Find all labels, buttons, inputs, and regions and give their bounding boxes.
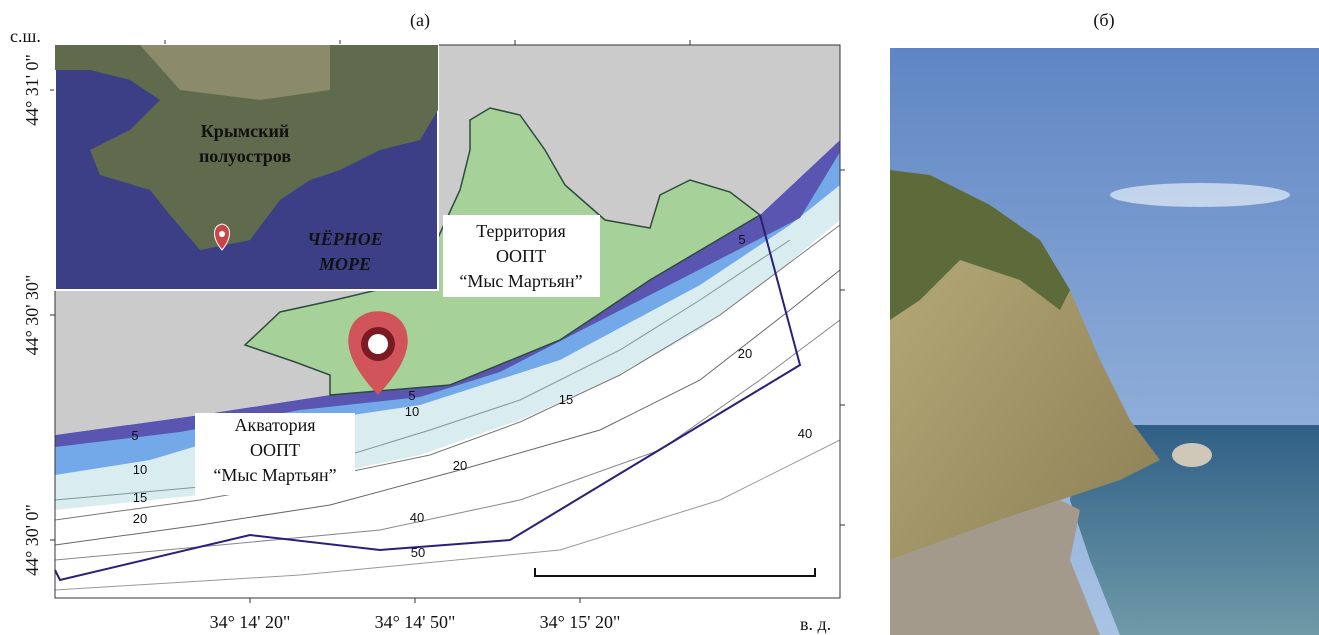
location-marker-dot — [368, 334, 388, 354]
depth-label: 15 — [559, 392, 573, 407]
depth-label: 40 — [798, 426, 812, 441]
depth-label: 20 — [133, 511, 147, 526]
lon-label: 34° 14' 50" — [375, 612, 456, 632]
photo-cloud — [1110, 183, 1290, 207]
depth-label: 10 — [133, 462, 147, 477]
inset-sea-line: ЧЁРНОЕ — [307, 229, 382, 249]
panel-label: (б) — [1093, 10, 1114, 31]
inset-peninsula-line: полуостров — [199, 146, 291, 166]
territory-label-line: “Мыс Мартьян” — [459, 271, 582, 291]
inset-sea-line: МОРЕ — [318, 254, 371, 274]
lat-unit: с.ш. — [10, 26, 41, 46]
depth-label: 5 — [738, 232, 745, 247]
depth-label: 10 — [405, 404, 419, 419]
depth-label: 5 — [408, 388, 415, 403]
territory-label-line: ООПТ — [496, 246, 546, 266]
depth-label: 50 — [411, 545, 425, 560]
lat-label: 44° 31' 0" — [22, 54, 42, 126]
lon-label: 34° 14' 20" — [210, 612, 291, 632]
panel-label: (а) — [410, 10, 430, 31]
territory-label-line: Территория — [476, 221, 565, 241]
figure: Крымский полуостров ЧЁРНОЕ МОРЕ Территория ОО… — [0, 0, 1319, 635]
water-area-label-line: “Мыс Мартьян” — [213, 465, 336, 485]
depth-label: 5 — [131, 428, 138, 443]
water-area-label-line: ООПТ — [250, 440, 300, 460]
photo-rock — [1172, 443, 1212, 467]
lat-label: 44° 30' 0" — [22, 504, 42, 576]
inset-peninsula-line: Крымский — [201, 121, 289, 141]
lat-label: 44° 30' 30" — [22, 275, 42, 356]
inset-marker-dot — [219, 231, 225, 237]
water-area-label-line: Акватория — [234, 415, 315, 435]
lon-unit: в. д. — [800, 614, 831, 634]
depth-label: 20 — [738, 346, 752, 361]
lon-label: 34° 15' 20" — [540, 612, 621, 632]
depth-label: 20 — [453, 458, 467, 473]
depth-label: 15 — [133, 490, 147, 505]
depth-label: 40 — [410, 510, 424, 525]
